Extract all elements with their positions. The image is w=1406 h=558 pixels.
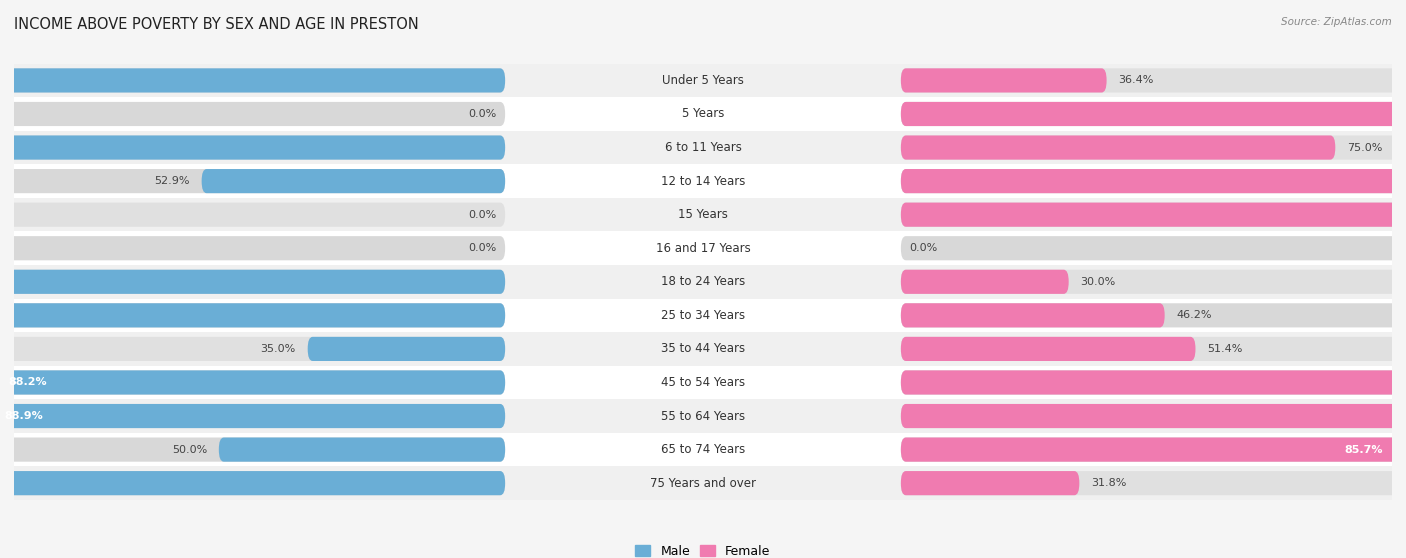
Text: 46.2%: 46.2% bbox=[1177, 310, 1212, 320]
Text: Under 5 Years: Under 5 Years bbox=[662, 74, 744, 87]
FancyBboxPatch shape bbox=[0, 303, 505, 328]
Text: 75.0%: 75.0% bbox=[1347, 142, 1382, 152]
FancyBboxPatch shape bbox=[308, 337, 505, 361]
Bar bbox=[14, 400, 1392, 433]
FancyBboxPatch shape bbox=[901, 102, 1406, 126]
FancyBboxPatch shape bbox=[0, 471, 505, 496]
FancyBboxPatch shape bbox=[901, 236, 1406, 261]
Bar bbox=[14, 365, 1392, 400]
Text: 30.0%: 30.0% bbox=[1081, 277, 1116, 287]
FancyBboxPatch shape bbox=[0, 169, 505, 193]
Text: 0.0%: 0.0% bbox=[468, 243, 496, 253]
FancyBboxPatch shape bbox=[219, 437, 505, 461]
FancyBboxPatch shape bbox=[901, 471, 1080, 496]
FancyBboxPatch shape bbox=[901, 203, 1406, 227]
Text: 15 Years: 15 Years bbox=[678, 208, 728, 221]
FancyBboxPatch shape bbox=[0, 270, 505, 294]
Text: 51.4%: 51.4% bbox=[1208, 344, 1243, 354]
Bar bbox=[14, 164, 1392, 198]
Text: 0.0%: 0.0% bbox=[910, 243, 938, 253]
FancyBboxPatch shape bbox=[901, 136, 1336, 160]
FancyBboxPatch shape bbox=[901, 303, 1406, 328]
Legend: Male, Female: Male, Female bbox=[630, 540, 776, 558]
Text: 31.8%: 31.8% bbox=[1091, 478, 1126, 488]
Bar bbox=[14, 232, 1392, 265]
FancyBboxPatch shape bbox=[901, 270, 1406, 294]
FancyBboxPatch shape bbox=[0, 270, 505, 294]
FancyBboxPatch shape bbox=[901, 404, 1406, 428]
FancyBboxPatch shape bbox=[901, 371, 1406, 395]
FancyBboxPatch shape bbox=[901, 337, 1195, 361]
Text: 65 to 74 Years: 65 to 74 Years bbox=[661, 443, 745, 456]
FancyBboxPatch shape bbox=[0, 102, 505, 126]
Bar bbox=[14, 131, 1392, 164]
FancyBboxPatch shape bbox=[201, 169, 505, 193]
Text: Source: ZipAtlas.com: Source: ZipAtlas.com bbox=[1281, 17, 1392, 27]
FancyBboxPatch shape bbox=[0, 371, 505, 395]
FancyBboxPatch shape bbox=[901, 337, 1406, 361]
Text: 36.4%: 36.4% bbox=[1118, 75, 1154, 85]
Text: 85.7%: 85.7% bbox=[1344, 445, 1384, 455]
FancyBboxPatch shape bbox=[901, 437, 1406, 461]
FancyBboxPatch shape bbox=[901, 270, 1069, 294]
FancyBboxPatch shape bbox=[901, 169, 1406, 193]
Text: 12 to 14 Years: 12 to 14 Years bbox=[661, 175, 745, 187]
FancyBboxPatch shape bbox=[0, 437, 505, 461]
FancyBboxPatch shape bbox=[0, 471, 505, 496]
Text: 45 to 54 Years: 45 to 54 Years bbox=[661, 376, 745, 389]
Text: 6 to 11 Years: 6 to 11 Years bbox=[665, 141, 741, 154]
Text: 75 Years and over: 75 Years and over bbox=[650, 477, 756, 490]
Text: 0.0%: 0.0% bbox=[468, 109, 496, 119]
Text: 0.0%: 0.0% bbox=[468, 210, 496, 220]
FancyBboxPatch shape bbox=[0, 68, 505, 93]
FancyBboxPatch shape bbox=[0, 371, 505, 395]
Text: INCOME ABOVE POVERTY BY SEX AND AGE IN PRESTON: INCOME ABOVE POVERTY BY SEX AND AGE IN P… bbox=[14, 17, 419, 32]
FancyBboxPatch shape bbox=[901, 404, 1406, 428]
FancyBboxPatch shape bbox=[901, 203, 1406, 227]
Text: 35.0%: 35.0% bbox=[260, 344, 295, 354]
FancyBboxPatch shape bbox=[0, 404, 505, 428]
FancyBboxPatch shape bbox=[901, 169, 1406, 193]
FancyBboxPatch shape bbox=[0, 236, 505, 261]
FancyBboxPatch shape bbox=[901, 102, 1406, 126]
Text: 55 to 64 Years: 55 to 64 Years bbox=[661, 410, 745, 422]
Text: 50.0%: 50.0% bbox=[172, 445, 207, 455]
Text: 18 to 24 Years: 18 to 24 Years bbox=[661, 275, 745, 288]
FancyBboxPatch shape bbox=[901, 303, 1164, 328]
Text: 88.2%: 88.2% bbox=[8, 377, 46, 387]
FancyBboxPatch shape bbox=[901, 68, 1406, 93]
Bar bbox=[14, 97, 1392, 131]
Bar bbox=[14, 64, 1392, 97]
Text: 25 to 34 Years: 25 to 34 Years bbox=[661, 309, 745, 322]
FancyBboxPatch shape bbox=[0, 136, 505, 160]
Bar bbox=[14, 265, 1392, 299]
Text: 52.9%: 52.9% bbox=[155, 176, 190, 186]
Bar bbox=[14, 299, 1392, 332]
FancyBboxPatch shape bbox=[901, 136, 1406, 160]
Bar bbox=[14, 433, 1392, 466]
Bar bbox=[14, 198, 1392, 232]
Text: 88.9%: 88.9% bbox=[4, 411, 42, 421]
FancyBboxPatch shape bbox=[0, 337, 505, 361]
Text: 5 Years: 5 Years bbox=[682, 108, 724, 121]
Text: 35 to 44 Years: 35 to 44 Years bbox=[661, 343, 745, 355]
Text: 16 and 17 Years: 16 and 17 Years bbox=[655, 242, 751, 255]
FancyBboxPatch shape bbox=[0, 404, 505, 428]
FancyBboxPatch shape bbox=[901, 471, 1406, 496]
FancyBboxPatch shape bbox=[0, 203, 505, 227]
FancyBboxPatch shape bbox=[901, 437, 1399, 461]
FancyBboxPatch shape bbox=[901, 68, 1107, 93]
Bar bbox=[14, 466, 1392, 500]
Bar bbox=[14, 332, 1392, 365]
FancyBboxPatch shape bbox=[0, 303, 505, 328]
FancyBboxPatch shape bbox=[0, 136, 505, 160]
FancyBboxPatch shape bbox=[0, 68, 505, 93]
FancyBboxPatch shape bbox=[901, 371, 1406, 395]
